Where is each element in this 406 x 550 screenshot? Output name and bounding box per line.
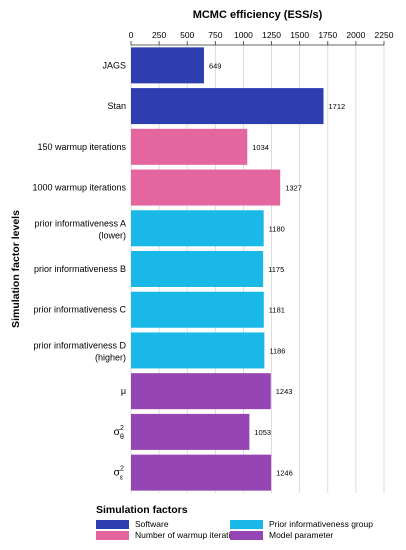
category-label: prior informativeness C <box>33 305 126 315</box>
category-label: Stan <box>107 101 126 111</box>
category-label-sup: 2 <box>120 466 124 473</box>
legend-label-prior: Prior informativeness group <box>269 519 373 529</box>
category-label: prior informativeness D <box>33 340 126 350</box>
chart-title: MCMC efficiency (ESS/s) <box>193 9 323 21</box>
legend-label-software: Software <box>135 519 169 529</box>
legend-item-prior: Prior informativeness group <box>230 519 390 529</box>
bar <box>131 291 264 328</box>
category-label: prior informativeness A <box>34 218 126 228</box>
legend-swatch-warmup <box>96 530 129 540</box>
x-tick-label: 1750 <box>318 30 337 40</box>
bar <box>131 88 324 125</box>
x-tick-label: 750 <box>208 30 222 40</box>
legend-swatch-software <box>96 519 129 529</box>
category-label: σ <box>114 426 121 438</box>
bar-value-label: 1246 <box>276 469 293 478</box>
bar-value-label: 1175 <box>268 265 284 274</box>
x-tick-label: 1250 <box>262 30 281 40</box>
legend-label-model: Model parameter <box>269 530 334 540</box>
x-tick-label: 2250 <box>375 30 394 40</box>
x-tick-label: 1500 <box>290 30 309 40</box>
category-label: prior informativeness B <box>34 264 126 274</box>
bar <box>131 413 250 450</box>
legend-title: Simulation factors <box>96 504 188 516</box>
bar <box>131 169 281 206</box>
category-label-line2: (higher) <box>95 352 126 362</box>
category-label-line2: (lower) <box>98 230 126 240</box>
category-label: μ <box>121 386 126 396</box>
y-axis-title: Simulation factor levels <box>10 210 22 328</box>
category-label-sub: ε <box>120 475 123 482</box>
bar-value-label: 1180 <box>269 224 285 233</box>
bar-value-label: 1243 <box>276 387 293 396</box>
legend-swatch-prior <box>230 519 263 529</box>
bar <box>131 332 265 369</box>
x-tick-label: 500 <box>180 30 194 40</box>
bar-value-label: 1181 <box>269 306 285 315</box>
legend-swatch-model <box>230 530 263 540</box>
x-tick-label: 2000 <box>346 30 365 40</box>
bar-value-label: 1053 <box>254 428 271 437</box>
category-label-sub: θ <box>120 434 124 441</box>
bar <box>131 373 271 410</box>
legend-item-model: Model parameter <box>230 530 390 540</box>
category-label: JAGS <box>102 60 126 70</box>
bar <box>131 47 204 84</box>
chart-plot: MCMC efficiency (ESS/s) 0 250 500 750 1000 125… <box>10 9 394 493</box>
x-tick-label: 1000 <box>234 30 253 40</box>
bar <box>131 210 264 247</box>
legend-items: Software Prior informativeness group Num… <box>96 519 396 540</box>
legend-item-software: Software <box>96 519 230 529</box>
category-label: σ <box>114 467 121 479</box>
legend-item-warmup: Number of warmup iterations <box>96 530 244 540</box>
bar-value-label: 1186 <box>269 346 285 355</box>
legend-label-warmup: Number of warmup iterations <box>135 530 245 540</box>
bar <box>131 454 272 491</box>
x-tick-label: 250 <box>152 30 166 40</box>
category-label-sup: 2 <box>120 425 124 432</box>
category-label: 150 warmup iterations <box>37 142 126 152</box>
bar-value-label: 649 <box>209 61 222 70</box>
legend: Simulation factors Software Prior inform… <box>96 504 396 540</box>
bar-value-label: 1034 <box>252 143 269 152</box>
category-label: 1000 warmup iterations <box>32 183 126 193</box>
bar <box>131 128 248 165</box>
bar-value-label: 1327 <box>285 184 302 193</box>
bar <box>131 251 264 287</box>
x-tick-label: 0 <box>129 30 134 40</box>
bar-value-label: 1712 <box>329 102 346 111</box>
